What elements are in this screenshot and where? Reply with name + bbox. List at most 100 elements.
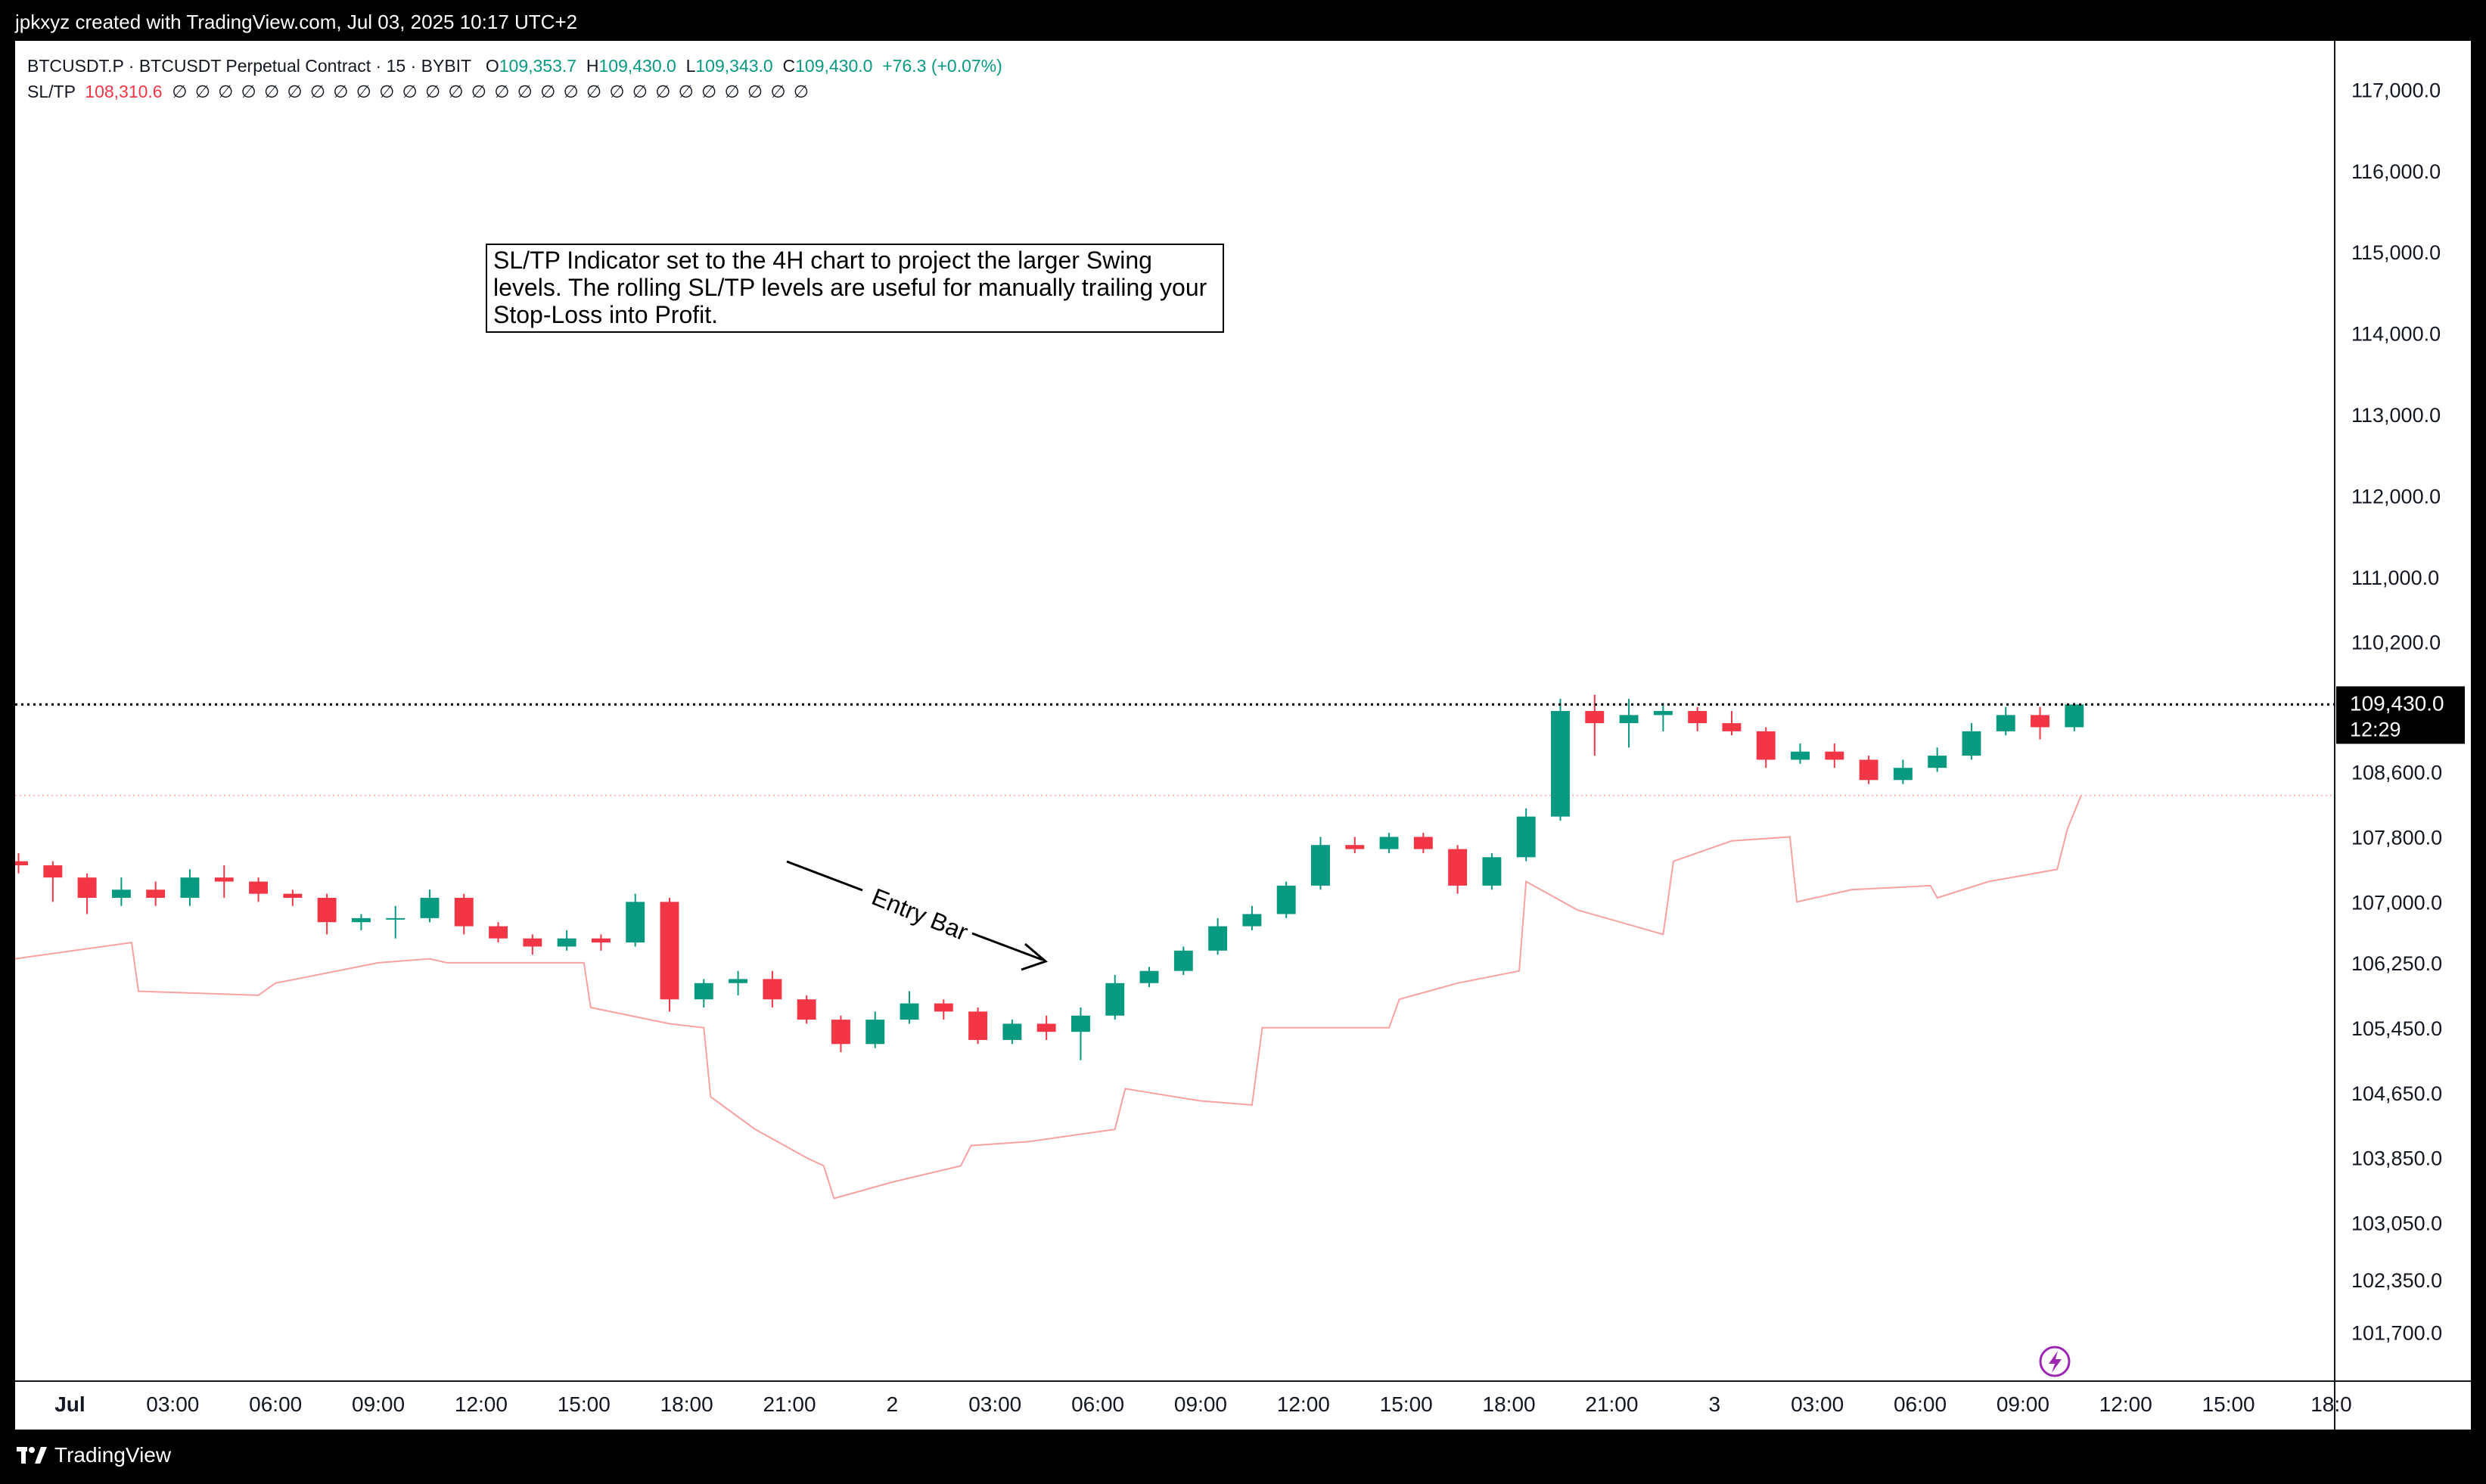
time-tick-label: 18:0 [2310, 1392, 2352, 1416]
candle [351, 914, 371, 930]
candle [523, 934, 542, 955]
candle [831, 1015, 850, 1053]
candle-body [1928, 756, 1947, 768]
candle [1071, 1007, 1090, 1060]
candle [1105, 975, 1125, 1020]
annotation-text: SL/TP Indicator set to the 4H chart to p… [493, 247, 1207, 328]
candle-body [1311, 845, 1330, 886]
candle-body [1585, 711, 1605, 724]
indicator-na-values: ∅ ∅ ∅ ∅ ∅ ∅ ∅ ∅ ∅ ∅ ∅ ∅ ∅ ∅ ∅ ∅ ∅ ∅ ∅ ∅ … [172, 82, 810, 101]
attribution-text: jpkxyz created with TradingView.com, Jul… [15, 11, 578, 33]
price-tick-label: 103,850.0 [2351, 1147, 2442, 1170]
candle [43, 861, 63, 902]
price-tick-label: 117,000.0 [2351, 79, 2441, 101]
price-tick-label: 107,000.0 [2351, 891, 2442, 914]
candle [1756, 727, 1776, 768]
candle-body [934, 1003, 953, 1012]
candle-body [420, 898, 440, 918]
time-tick-label: 15:00 [2202, 1392, 2255, 1416]
candle-body [660, 902, 679, 1000]
symbol-info[interactable]: BTCUSDT.P · BTCUSDT Perpetual Contract ·… [27, 56, 471, 76]
high-value: 109,430.0 [598, 56, 676, 76]
candle-body [1688, 711, 1708, 724]
time-tick-label: 3 [1708, 1392, 1720, 1416]
time-tick-label: 09:00 [1174, 1392, 1227, 1416]
candle [1585, 694, 1605, 756]
candle-body [523, 938, 542, 947]
candle-body [317, 898, 337, 923]
tradingview-logo-icon [17, 1447, 47, 1464]
candle [1688, 706, 1708, 731]
entry-arrowhead [1021, 942, 1048, 971]
price-tick-label: 102,350.0 [2351, 1269, 2442, 1292]
bottom-brand-bar: TradingView [0, 1430, 2486, 1484]
annotation-textbox[interactable]: SL/TP Indicator set to the 4H chart to p… [486, 244, 1224, 333]
candle [900, 991, 919, 1024]
candle [1345, 837, 1365, 853]
time-tick-label: 06:00 [1071, 1392, 1124, 1416]
candle [1036, 1015, 1056, 1040]
sltp-layer [15, 794, 2335, 1200]
candle [420, 889, 440, 923]
indicator-value: 108,310.6 [85, 82, 163, 101]
candle-body [386, 917, 406, 920]
candle [1311, 837, 1330, 890]
candle [214, 865, 234, 899]
candle-body [557, 938, 576, 947]
candle [454, 893, 474, 935]
candle-body [1139, 970, 1159, 983]
candle-body [626, 902, 645, 943]
open-value: 109,353.7 [499, 56, 577, 76]
overlay-layer: Entry Bar [15, 703, 2335, 1377]
candle-body [180, 877, 200, 899]
time-tick-label: 15:00 [1380, 1392, 1433, 1416]
candle [180, 869, 200, 906]
candle [2031, 706, 2049, 740]
indicator-name[interactable]: SL/TP [27, 82, 76, 101]
time-tick-label: Jul [54, 1392, 85, 1416]
low-value: 109,343.0 [695, 56, 773, 76]
candle [1002, 1020, 1022, 1045]
candle-body [1448, 849, 1468, 886]
candle-body [351, 917, 371, 923]
candle [591, 934, 611, 951]
time-tick-label: 03:00 [1791, 1392, 1844, 1416]
price-tick-label: 108,600.0 [2351, 762, 2442, 784]
time-tick-label: 21:00 [763, 1392, 816, 1416]
candle [1173, 946, 1193, 976]
price-tick-label: 112,000.0 [2351, 485, 2441, 508]
close-value: 109,430.0 [795, 56, 873, 76]
tradingview-brand[interactable]: TradingView [17, 1443, 171, 1467]
last-price-label-bg [2336, 686, 2465, 744]
candle [1413, 833, 1433, 853]
symbol-legend-line[interactable]: BTCUSDT.P · BTCUSDT Perpetual Contract ·… [27, 53, 1002, 79]
candle-body [1516, 816, 1536, 858]
candle-body [249, 881, 268, 894]
chart-canvas[interactable]: Entry Bar 117,000.0 116,000.0 115,000.0 114… [15, 41, 2471, 1430]
time-tick-label: 09:00 [352, 1392, 405, 1416]
price-tick-label: 111,000.0 [2351, 567, 2439, 589]
candle-body [729, 979, 748, 983]
candle-body [1551, 711, 1570, 817]
candle-body [1893, 768, 1913, 781]
entry-bar-label: Entry Bar [868, 883, 971, 945]
candle-body [591, 938, 611, 943]
candle-body [1619, 715, 1639, 724]
high-label: H [586, 56, 599, 76]
price-tick-label: 110,200.0 [2351, 632, 2441, 654]
entry-arrow-tail [786, 860, 863, 892]
candle [146, 881, 166, 906]
candle-body [1036, 1023, 1056, 1032]
price-tick-label: 104,650.0 [2351, 1082, 2442, 1105]
candle [249, 877, 268, 902]
candle-body [214, 877, 234, 882]
candle [1208, 917, 1228, 955]
time-tick-label: 06:00 [249, 1392, 302, 1416]
alert-icon-ring [2039, 1346, 2071, 1377]
candle [797, 995, 816, 1024]
chart-area[interactable]: Entry Bar 117,000.0 116,000.0 115,000.0 114… [15, 41, 2471, 1430]
candle [626, 893, 645, 947]
price-tick-label: 107,800.0 [2351, 826, 2442, 849]
indicator-legend-line[interactable]: SL/TP 108,310.6 ∅ ∅ ∅ ∅ ∅ ∅ ∅ ∅ ∅ ∅ ∅ ∅ … [27, 79, 1002, 104]
candle [1859, 756, 1878, 784]
